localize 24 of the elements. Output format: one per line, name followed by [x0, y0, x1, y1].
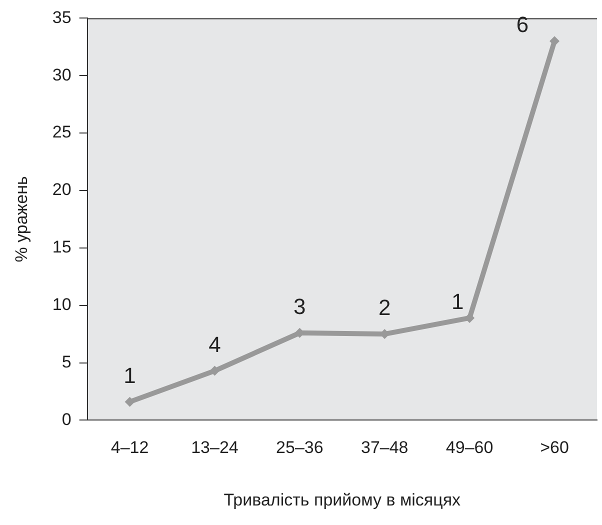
y-tick-label: 0 [62, 410, 72, 429]
x-tick-label: 37–48 [360, 438, 408, 458]
annotation: 6 [516, 12, 529, 38]
x-axis-title: Тривалість прийому в місяцях [224, 490, 462, 510]
point [124, 396, 135, 407]
y-tick-label: 30 [52, 65, 72, 84]
x-tick-label: 4–12 [110, 438, 149, 458]
x-tick-label: 49–60 [446, 438, 494, 458]
annotation: 1 [124, 362, 136, 388]
x-tick-label: 25–36 [276, 438, 324, 458]
x-tick-label: 13–24 [191, 438, 238, 458]
annotation: 2 [378, 295, 391, 320]
annotation: 3 [294, 294, 306, 319]
y-tick-label: 20 [52, 180, 72, 200]
y-tick-label: 10 [52, 295, 72, 314]
annotation: 4 [208, 332, 221, 357]
y-axis-title: % уражень [12, 176, 31, 262]
x-tick-label: >60 [540, 438, 569, 458]
annotation: 1 [451, 289, 464, 314]
point [210, 366, 220, 376]
y-tick-label: 5 [62, 352, 72, 372]
y-tick-label: 15 [52, 238, 72, 257]
y-tick-label: 35 [52, 8, 72, 27]
y-tick-label: 25 [52, 122, 72, 142]
